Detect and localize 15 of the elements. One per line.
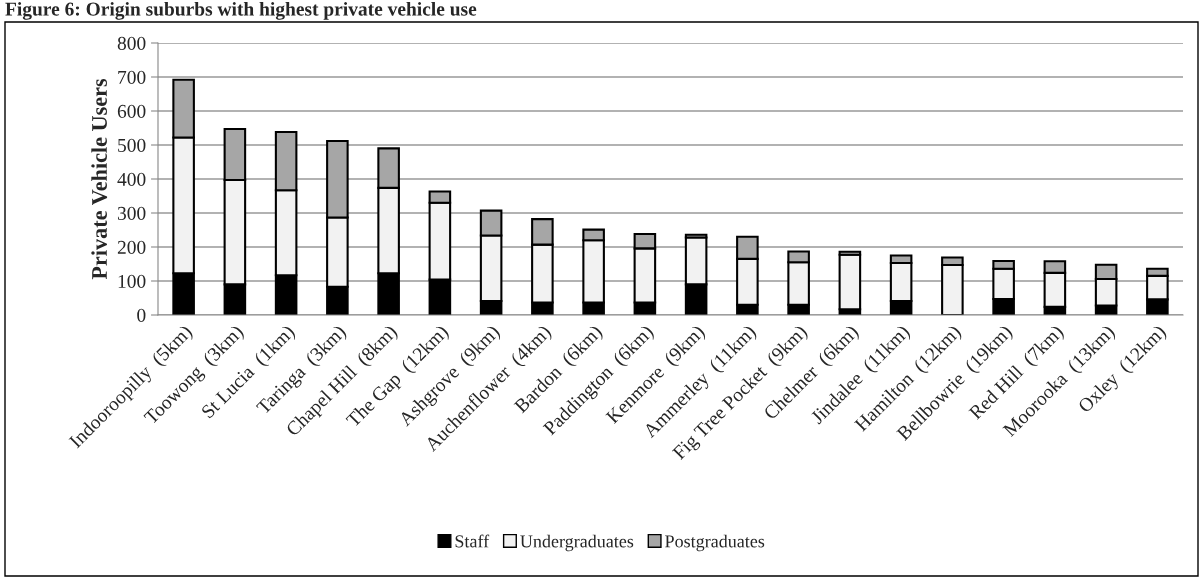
y-tick-label: 200 [117, 240, 146, 254]
y-tick-label: 300 [117, 206, 146, 220]
legend-label: Staff [455, 534, 490, 548]
bar [838, 253, 862, 311]
legend-label: Postgraduates [665, 534, 765, 552]
legend-label: Undergraduates [520, 534, 634, 552]
y-tick-label: 400 [117, 172, 146, 186]
y-axis-title: Private Vehicle Users [91, 78, 108, 280]
chart-title: Figure 6: Origin suburbs with highest private vehicle use [5, 2, 477, 20]
y-tick-label: 0 [137, 308, 146, 322]
y-tick-label: 500 [118, 138, 146, 152]
y-tick-label: 100 [118, 274, 146, 288]
y-tick-label: 800 [117, 36, 146, 50]
y-tick-label: 600 [117, 104, 146, 118]
y-tick-label: 700 [118, 70, 146, 84]
